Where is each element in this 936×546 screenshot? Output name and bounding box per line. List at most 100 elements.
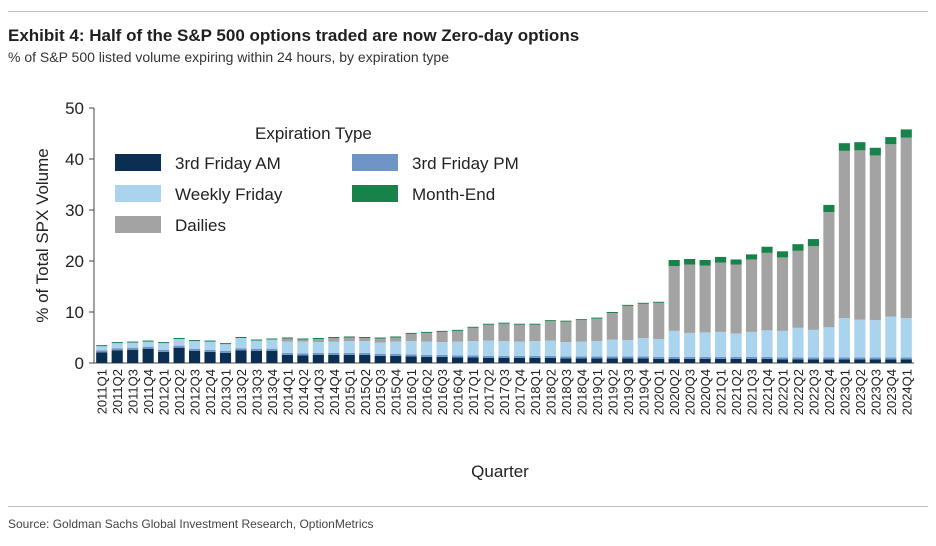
bar-3rd-friday-am-2020q2 — [668, 358, 680, 363]
bar-weekly-friday-2018q2 — [544, 340, 556, 356]
bar-3rd-friday-am-2018q1 — [529, 357, 541, 363]
bar-weekly-friday-2017q4 — [513, 341, 526, 356]
bar-weekly-friday-2020q2 — [668, 330, 680, 357]
bar-dailies-2020q2 — [668, 266, 680, 331]
bar-weekly-friday-2014q3 — [312, 342, 324, 353]
bar-3rd-friday-pm-2016q3 — [436, 354, 448, 357]
x-tick-label: 2021Q4 — [760, 369, 775, 415]
bar-month-end-2011q4 — [142, 340, 154, 342]
bar-month-end-2014q4 — [328, 336, 340, 339]
bar-3rd-friday-pm-2019q2 — [606, 356, 618, 359]
legend-title: Expiration Type — [255, 124, 372, 143]
x-tick-label: 2020Q4 — [698, 369, 713, 415]
x-tick-label: 2023Q4 — [884, 369, 899, 415]
bar-weekly-friday-2022q4 — [823, 327, 835, 358]
bar-3rd-friday-am-2014q3 — [312, 354, 324, 363]
bar-3rd-friday-am-2021q1 — [715, 358, 727, 363]
x-tick-label: 2015Q3 — [373, 369, 388, 415]
bar-3rd-friday-pm-2019q3 — [622, 356, 634, 359]
bar-month-end-2016q3 — [436, 330, 448, 332]
bar-dailies-2016q1 — [405, 333, 417, 342]
bar-3rd-friday-am-2015q2 — [359, 354, 371, 363]
bar-dailies-2014q1 — [281, 338, 293, 342]
bar-weekly-friday-2023q4 — [885, 316, 897, 358]
bar-month-end-2021q1 — [715, 256, 727, 263]
bar-weekly-friday-2013q4 — [266, 339, 278, 349]
bar-weekly-friday-2015q4 — [390, 341, 402, 354]
bar-3rd-friday-pm-2020q3 — [684, 356, 696, 359]
bar-3rd-friday-pm-2021q1 — [715, 356, 727, 359]
bar-month-end-2013q3 — [250, 339, 263, 341]
bar-3rd-friday-pm-2013q3 — [250, 348, 263, 351]
bar-3rd-friday-pm-2022q1 — [776, 357, 789, 360]
bar-3rd-friday-am-2017q4 — [513, 357, 526, 363]
bar-month-end-2022q2 — [792, 244, 804, 251]
bar-3rd-friday-am-2019q3 — [622, 358, 634, 363]
bar-3rd-friday-pm-2014q2 — [297, 353, 309, 356]
bar-weekly-friday-2014q1 — [281, 341, 293, 353]
x-tick-label: 2021Q2 — [729, 369, 744, 415]
bar-dailies-2016q4 — [452, 330, 464, 342]
bar-dailies-2015q3 — [374, 338, 386, 343]
bottom-rule — [8, 506, 928, 507]
x-tick-label: 2015Q2 — [358, 369, 373, 415]
x-tick-label: 2024Q1 — [899, 369, 914, 415]
x-tick-label: 2023Q2 — [853, 369, 868, 415]
bar-3rd-friday-am-2022q2 — [792, 359, 804, 363]
bar-weekly-friday-2017q2 — [482, 340, 495, 356]
x-tick-label: 2014Q4 — [327, 369, 342, 415]
bar-month-end-2019q3 — [622, 304, 634, 306]
x-tick-label: 2013Q1 — [219, 369, 234, 415]
bar-3rd-friday-pm-2020q2 — [668, 356, 680, 359]
bar-3rd-friday-pm-2019q1 — [591, 356, 603, 359]
bar-dailies-2017q2 — [482, 324, 495, 341]
legend-label-dailies: Dailies — [175, 216, 226, 235]
x-tick-label: 2018Q3 — [559, 369, 574, 415]
bar-month-end-2023q2 — [854, 142, 866, 151]
bar-3rd-friday-pm-2021q2 — [730, 356, 742, 359]
bar-month-end-2022q3 — [807, 239, 819, 247]
bar-weekly-friday-2012q2 — [173, 339, 185, 346]
bar-dailies-2018q2 — [544, 321, 556, 341]
y-tick-label: 30 — [65, 201, 84, 220]
bar-3rd-friday-pm-2011q4 — [142, 346, 154, 349]
bar-3rd-friday-am-2024q1 — [900, 359, 912, 363]
bar-dailies-2014q2 — [297, 339, 309, 342]
bar-3rd-friday-pm-2015q3 — [374, 353, 386, 356]
bar-3rd-friday-am-2016q1 — [405, 356, 417, 363]
bar-dailies-2018q1 — [529, 324, 541, 342]
bar-weekly-friday-2017q1 — [467, 341, 479, 356]
x-tick-label: 2023Q1 — [837, 369, 852, 415]
x-tick-label: 2015Q1 — [342, 369, 357, 415]
bar-3rd-friday-am-2013q4 — [266, 350, 278, 363]
bar-3rd-friday-am-2011q1 — [96, 352, 108, 363]
bar-3rd-friday-pm-2012q3 — [189, 348, 201, 351]
x-tick-label: 2022Q4 — [822, 369, 837, 415]
bar-3rd-friday-pm-2018q3 — [560, 356, 572, 359]
bar-dailies-2021q4 — [761, 252, 773, 331]
bar-weekly-friday-2021q4 — [761, 330, 773, 357]
bar-month-end-2016q2 — [421, 331, 433, 333]
bar-month-end-2011q2 — [111, 342, 123, 344]
bar-3rd-friday-am-2011q2 — [111, 350, 123, 363]
bar-dailies-2021q3 — [745, 259, 758, 332]
x-tick-label: 2014Q2 — [296, 369, 311, 415]
bar-month-end-2012q3 — [189, 340, 201, 342]
bar-3rd-friday-am-2014q2 — [297, 355, 309, 363]
bar-month-end-2011q3 — [127, 341, 139, 343]
bar-weekly-friday-2017q3 — [498, 341, 510, 356]
bar-3rd-friday-pm-2012q2 — [173, 345, 185, 348]
bar-month-end-2023q1 — [838, 143, 850, 151]
bar-weekly-friday-2011q3 — [127, 342, 139, 348]
bar-month-end-2019q4 — [637, 302, 649, 304]
bar-month-end-2017q4 — [513, 323, 526, 325]
bar-month-end-2014q1 — [281, 337, 293, 339]
x-tick-label: 2012Q2 — [172, 369, 187, 415]
bar-weekly-friday-2015q1 — [343, 341, 355, 353]
bar-weekly-friday-2023q3 — [869, 320, 881, 358]
x-tick-label: 2016Q2 — [420, 369, 435, 415]
bar-weekly-friday-2013q1 — [219, 344, 232, 351]
bar-3rd-friday-pm-2011q1 — [96, 350, 108, 353]
bar-weekly-friday-2018q3 — [560, 342, 572, 357]
